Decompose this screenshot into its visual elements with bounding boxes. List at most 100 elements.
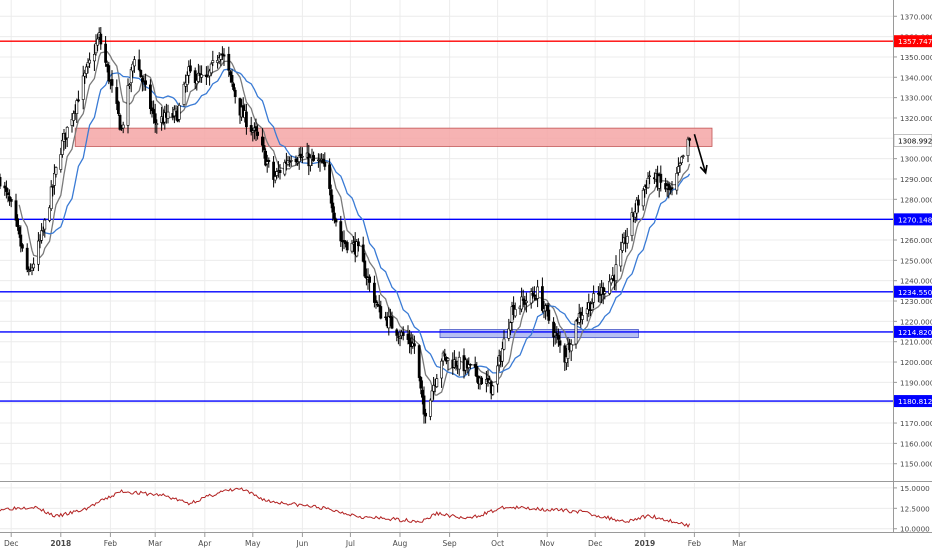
candle[interactable] <box>614 255 618 291</box>
candle[interactable] <box>16 214 20 231</box>
candle[interactable] <box>272 156 276 188</box>
candle[interactable] <box>48 205 52 223</box>
candle[interactable] <box>323 152 327 171</box>
candle[interactable] <box>115 79 119 111</box>
candle[interactable] <box>440 358 444 388</box>
candle[interactable] <box>630 207 634 242</box>
candle[interactable] <box>14 193 18 227</box>
candle[interactable] <box>536 279 540 308</box>
candle[interactable] <box>580 306 584 325</box>
candle[interactable] <box>65 126 69 148</box>
level-price-label[interactable]: 1180.812 <box>894 395 932 408</box>
candle[interactable] <box>680 155 684 165</box>
candle[interactable] <box>104 36 108 67</box>
candle[interactable] <box>443 348 447 361</box>
support-zone[interactable] <box>439 329 639 339</box>
candle[interactable] <box>424 408 428 424</box>
candle[interactable] <box>209 62 213 77</box>
candle[interactable] <box>0 173 2 190</box>
candle[interactable] <box>32 257 36 272</box>
candle[interactable] <box>9 197 13 208</box>
candle[interactable] <box>659 165 663 192</box>
candle[interactable] <box>110 70 114 93</box>
candle[interactable] <box>648 170 652 185</box>
candle[interactable] <box>227 46 231 77</box>
level-price-label[interactable]: 1270.148 <box>894 213 932 226</box>
resistance-zone[interactable] <box>74 127 713 147</box>
candle[interactable] <box>328 158 332 196</box>
candle[interactable] <box>636 194 640 213</box>
candle[interactable] <box>428 398 432 421</box>
candle[interactable] <box>144 73 148 91</box>
candle[interactable] <box>345 240 349 254</box>
level-price-label[interactable]: 1234.550 <box>894 285 932 298</box>
candle[interactable] <box>374 295 378 309</box>
annotation-arrow[interactable] <box>693 134 708 175</box>
candle[interactable] <box>422 386 426 424</box>
candle[interactable] <box>592 285 596 308</box>
candle[interactable] <box>88 52 92 68</box>
candle[interactable] <box>675 166 679 195</box>
candle[interactable] <box>569 339 573 361</box>
candle[interactable] <box>686 136 690 163</box>
candle[interactable] <box>19 225 23 253</box>
candle[interactable] <box>137 49 141 72</box>
candle[interactable] <box>245 103 248 135</box>
candle[interactable] <box>480 376 484 385</box>
candle[interactable] <box>99 27 103 50</box>
candle[interactable] <box>36 232 40 272</box>
candle[interactable] <box>49 180 53 212</box>
candle[interactable] <box>412 335 416 354</box>
candle[interactable] <box>500 341 504 367</box>
candle[interactable] <box>126 78 130 134</box>
candle[interactable] <box>52 164 56 195</box>
candle[interactable] <box>54 166 58 178</box>
candle[interactable] <box>211 50 215 67</box>
candle[interactable] <box>222 48 226 66</box>
candle[interactable] <box>174 105 178 121</box>
candle[interactable] <box>524 292 528 313</box>
candle[interactable] <box>502 330 506 351</box>
candle[interactable] <box>230 69 234 87</box>
candle[interactable] <box>619 241 623 272</box>
candle[interactable] <box>334 217 338 227</box>
candle[interactable] <box>608 274 612 296</box>
candle[interactable] <box>300 147 304 164</box>
candle[interactable] <box>435 373 439 389</box>
last-price-label[interactable]: 1308.992 <box>893 134 932 147</box>
candle[interactable] <box>372 275 376 308</box>
candle[interactable] <box>153 103 157 133</box>
candle[interactable] <box>491 384 495 396</box>
candle[interactable] <box>155 119 159 134</box>
candle[interactable] <box>238 97 242 124</box>
candle[interactable] <box>670 181 674 196</box>
candle[interactable] <box>379 300 383 320</box>
level-price-label[interactable]: 1357.747 <box>894 35 932 48</box>
candle[interactable] <box>118 113 122 131</box>
candle[interactable] <box>641 188 645 211</box>
candle[interactable] <box>558 331 562 353</box>
candle[interactable] <box>289 155 293 167</box>
candle[interactable] <box>457 351 461 376</box>
candle[interactable] <box>547 303 551 324</box>
candle[interactable] <box>390 311 394 330</box>
candle[interactable] <box>262 137 266 159</box>
candle[interactable] <box>513 302 517 318</box>
candle[interactable] <box>43 218 47 238</box>
candle[interactable] <box>139 69 143 78</box>
candle[interactable] <box>149 79 152 115</box>
candle[interactable] <box>232 82 236 92</box>
candle[interactable] <box>59 147 63 173</box>
candle[interactable] <box>603 287 607 300</box>
candle[interactable] <box>625 227 629 249</box>
candle[interactable] <box>75 98 79 124</box>
candle[interactable] <box>540 277 544 313</box>
candle[interactable] <box>256 124 260 140</box>
candle[interactable] <box>20 243 24 252</box>
candle[interactable] <box>574 319 578 349</box>
candle[interactable] <box>417 344 421 382</box>
candle[interactable] <box>468 363 472 370</box>
candle[interactable] <box>81 65 85 110</box>
candle[interactable] <box>688 137 692 147</box>
candle[interactable] <box>133 56 136 73</box>
